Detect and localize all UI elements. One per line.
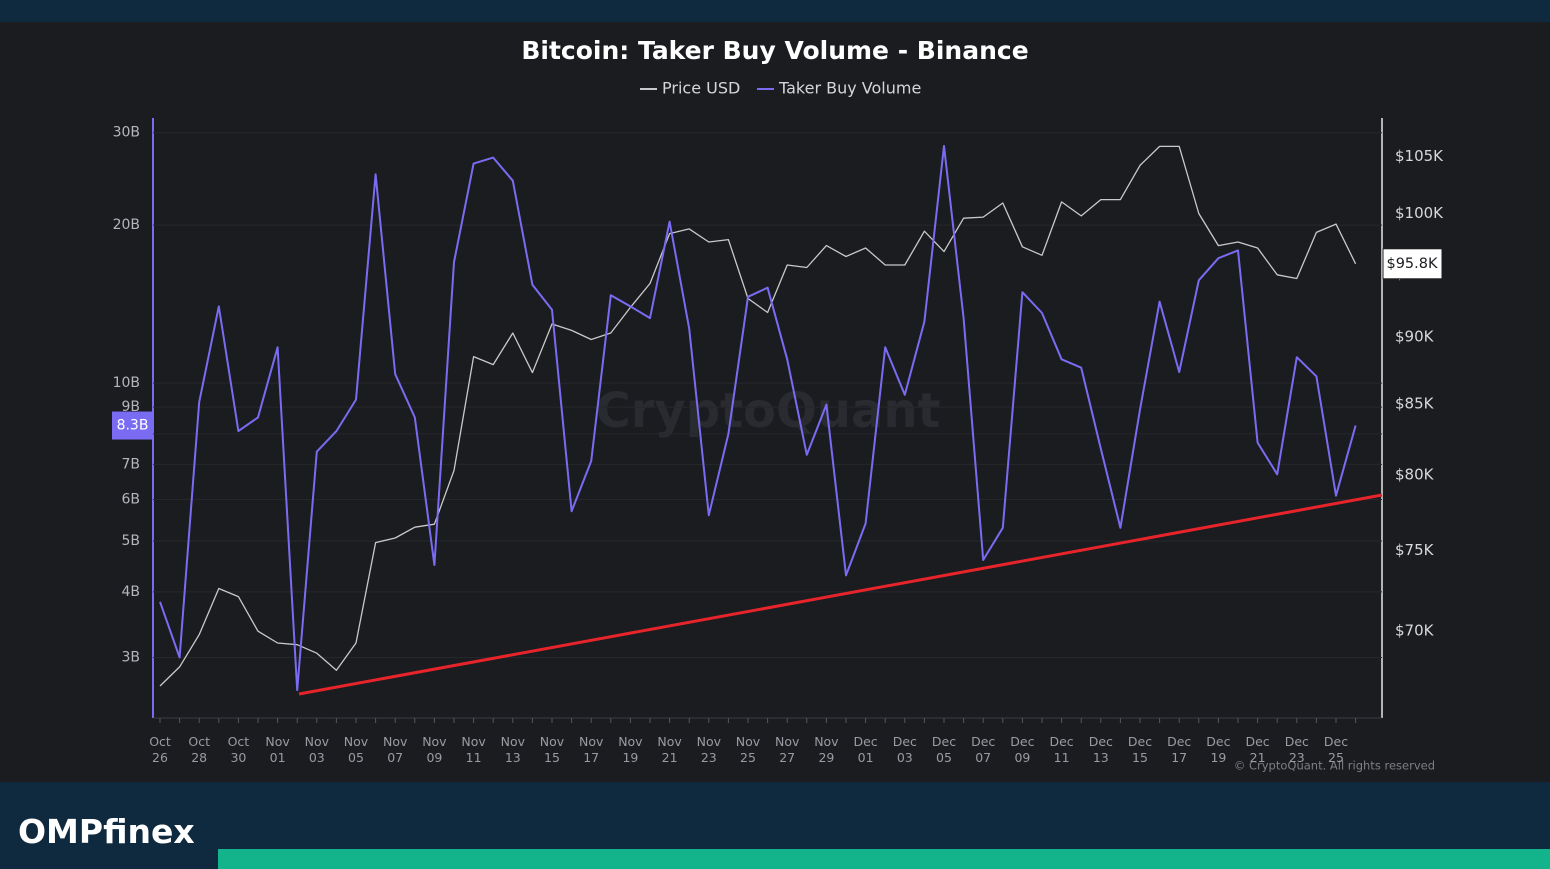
- x-tick-label: Dec 03: [892, 734, 917, 765]
- y-tick-label: 4B: [121, 584, 140, 600]
- x-tick-label: Dec 05: [931, 734, 957, 765]
- y2-tick-label: $90K: [1395, 327, 1435, 345]
- y-tick-label: 20B: [113, 217, 140, 233]
- x-tick-label: Nov 21: [657, 734, 682, 765]
- series-line: [159, 145, 1357, 687]
- x-tick-label: Nov 09: [422, 734, 447, 765]
- chart-title: Bitcoin: Taker Buy Volume - Binance: [521, 36, 1028, 65]
- legend-label: Price USD: [662, 79, 740, 98]
- watermark: CryptoQuant: [596, 383, 941, 439]
- y2-tick-label: $75K: [1395, 541, 1435, 559]
- x-tick-label: Dec 23: [1284, 734, 1309, 765]
- x-tick-label: Dec 17: [1167, 734, 1192, 765]
- y-tick-label: 6B: [121, 491, 140, 507]
- y2-tick-label: $105K: [1395, 147, 1444, 165]
- chart: Bitcoin: Taker Buy Volume - Binance Cryp…: [112, 36, 1444, 773]
- trend-line: [298, 493, 1383, 696]
- x-tick-label: Oct 28: [188, 734, 210, 765]
- last-value-label: 8.3B: [117, 418, 149, 434]
- last-value-label: $95.8K: [1386, 256, 1438, 272]
- x-tick-label: Nov 07: [382, 734, 408, 765]
- chart-panel: [0, 22, 1550, 782]
- last-value-badge: [112, 411, 153, 440]
- x-tick-label: Dec 09: [1010, 734, 1035, 765]
- accent-bar: [218, 849, 1550, 869]
- x-tick-label: Dec 01: [853, 734, 878, 765]
- y2-tick-label: $85K: [1395, 394, 1435, 412]
- y-tick-label: 7B: [121, 456, 140, 472]
- x-tick-label: Nov 05: [343, 734, 369, 765]
- x-tick-label: Nov 25: [735, 734, 761, 765]
- grid: [153, 132, 1382, 658]
- legend-label: Taker Buy Volume: [778, 79, 921, 98]
- x-tick-label: Dec 07: [971, 734, 996, 765]
- copyright: © CryptoQuant. All rights reserved: [1234, 759, 1435, 773]
- y-tick-label: 10B: [113, 375, 140, 391]
- y-tick-label: 9B: [121, 399, 140, 415]
- y-tick-label: 3B: [121, 649, 140, 665]
- x-tick-label: Nov 27: [774, 734, 800, 765]
- x-tick-label: Nov 15: [539, 734, 565, 765]
- x-tick-label: Dec 21: [1245, 734, 1270, 765]
- x-tick-label: Nov 23: [696, 734, 721, 765]
- x-tick-label: Nov 01: [265, 734, 290, 765]
- x-tick-label: Nov 19: [618, 734, 643, 765]
- y2-tick-label: $100K: [1395, 204, 1444, 222]
- y2-tick-label: $80K: [1395, 465, 1435, 483]
- x-tick-label: Dec 15: [1127, 734, 1153, 765]
- x-tick-label: Nov 29: [814, 734, 839, 765]
- x-tick-label: Nov 03: [304, 734, 329, 765]
- last-value-badge: [1382, 248, 1443, 280]
- y-tick-label: 5B: [121, 533, 140, 549]
- x-tick-label: Dec 19: [1206, 734, 1231, 765]
- top-band: [0, 0, 1550, 22]
- y2-tick-label: $70K: [1395, 622, 1435, 640]
- x-tick-label: Nov 17: [578, 734, 604, 765]
- x-tick-label: Dec 13: [1088, 734, 1113, 765]
- x-tick-label: Nov 11: [461, 734, 486, 765]
- brand-logo: OMPfinex: [18, 812, 195, 851]
- x-tick-label: Dec 25: [1323, 734, 1349, 765]
- x-tick-label: Oct 30: [227, 734, 250, 765]
- x-tick-label: Oct 26: [149, 734, 171, 765]
- series-line: [159, 145, 1357, 692]
- y-tick-label: 30B: [113, 125, 140, 141]
- x-tick-label: Nov 13: [500, 734, 525, 765]
- x-tick-label: Dec 11: [1049, 734, 1074, 765]
